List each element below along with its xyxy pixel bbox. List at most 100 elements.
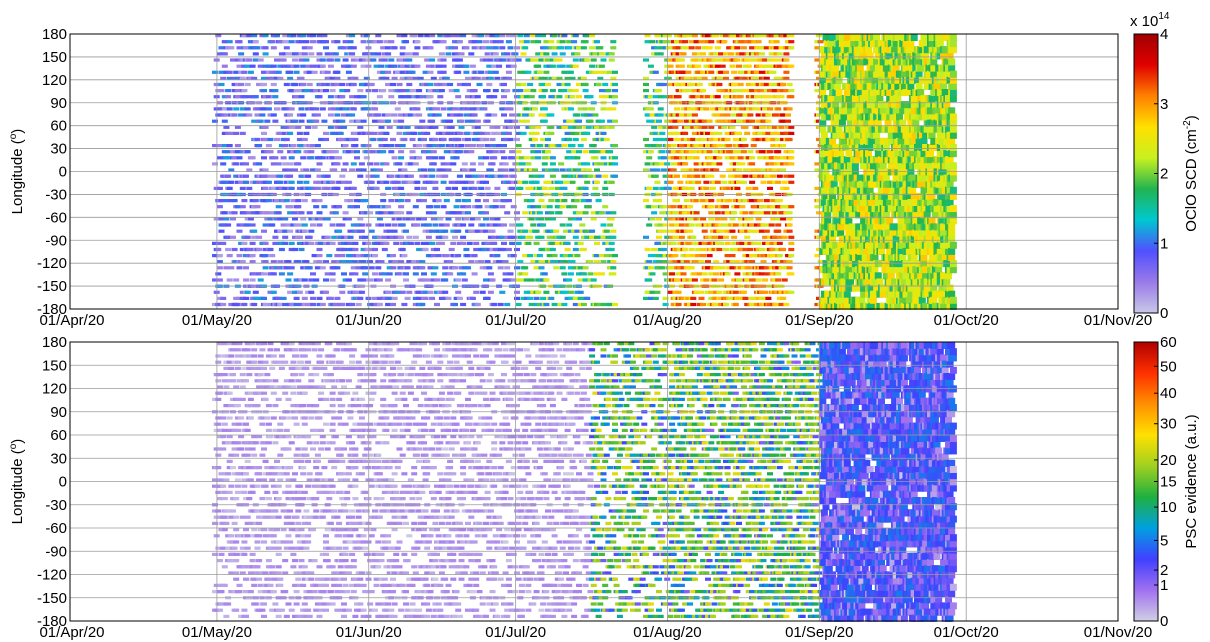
top-heatmap-cell bbox=[554, 186, 561, 190]
top-heatmap-cell bbox=[327, 296, 334, 300]
top-heatmap-cell bbox=[277, 217, 284, 221]
top-heatmap-cell bbox=[669, 119, 676, 123]
top-heatmap-cell bbox=[716, 89, 723, 93]
top-heatmap-cell bbox=[301, 296, 308, 300]
top-heatmap-cell bbox=[234, 180, 241, 184]
top-heatmap-cell bbox=[758, 296, 765, 300]
top-heatmap-cell bbox=[734, 46, 741, 50]
top-heatmap-cell bbox=[543, 64, 550, 68]
top-heatmap-cell bbox=[370, 58, 377, 62]
top-heatmap-cell bbox=[326, 82, 333, 87]
top-heatmap-cell bbox=[220, 76, 227, 80]
top-heatmap-cell bbox=[430, 150, 437, 154]
top-heatmap-cell bbox=[705, 34, 711, 38]
top-heatmap-cell bbox=[713, 156, 720, 160]
top-heatmap-cell bbox=[740, 180, 747, 184]
top-heatmap-cell bbox=[269, 89, 276, 93]
top-heatmap-cell bbox=[528, 168, 535, 172]
top-heatmap-cell bbox=[528, 95, 535, 99]
top-heatmap-cell bbox=[341, 260, 347, 264]
top-heatmap-cell bbox=[745, 156, 752, 160]
top-heatmap-cell bbox=[667, 211, 674, 215]
top-heatmap-cell bbox=[386, 272, 393, 276]
top-heatmap-cell bbox=[357, 296, 364, 300]
top-heatmap-cell bbox=[778, 46, 785, 50]
top-heatmap-cell bbox=[262, 223, 269, 227]
top-heatmap-cell bbox=[760, 180, 767, 184]
top-heatmap-cell bbox=[221, 180, 228, 184]
top-heatmap-cell bbox=[678, 40, 685, 44]
top-heatmap-cell bbox=[329, 211, 336, 215]
top-heatmap-cell bbox=[695, 254, 702, 258]
top-heatmap-cell bbox=[610, 76, 617, 80]
top-heatmap-cell bbox=[429, 241, 436, 245]
top-heatmap-cell bbox=[582, 266, 589, 270]
top-heatmap-cell bbox=[223, 70, 230, 74]
top-heatmap-cell bbox=[566, 150, 573, 154]
top-heatmap-cell bbox=[669, 260, 676, 264]
top-heatmap-cell bbox=[501, 247, 507, 252]
top-heatmap-cell bbox=[383, 40, 390, 44]
top-heatmap-cell bbox=[491, 113, 498, 117]
top-heatmap-cell bbox=[440, 168, 447, 172]
top-heatmap-cell bbox=[559, 52, 566, 56]
top-heatmap-cell bbox=[770, 70, 777, 74]
top-heatmap-cell bbox=[411, 107, 418, 111]
top-heatmap-cell bbox=[421, 241, 427, 245]
top-heatmap-cell bbox=[540, 46, 547, 50]
top-heatmap-cell bbox=[471, 254, 478, 258]
top-heatmap-cell bbox=[355, 58, 362, 62]
top-heatmap-cell bbox=[541, 205, 548, 209]
top-heatmap-cell bbox=[230, 235, 236, 239]
top-heatmap-cell bbox=[278, 247, 285, 252]
top-heatmap-cell bbox=[280, 58, 287, 62]
top-heatmap-cell bbox=[501, 144, 507, 148]
top-heatmap-cell bbox=[752, 241, 759, 245]
top-heatmap-cell bbox=[592, 70, 599, 74]
top-heatmap-cell bbox=[370, 137, 377, 142]
top-heatmap-cell bbox=[354, 229, 360, 233]
top-heatmap-cell bbox=[819, 119, 827, 127]
top-heatmap-cell bbox=[607, 119, 614, 123]
top-heatmap-cell bbox=[651, 125, 658, 129]
top-heatmap-cell bbox=[688, 46, 695, 50]
top-heatmap-cell bbox=[515, 82, 522, 87]
top-heatmap-cell bbox=[528, 113, 535, 117]
top-heatmap-cell bbox=[737, 113, 744, 117]
top-heatmap-cell bbox=[414, 64, 421, 68]
top-heatmap-cell bbox=[514, 168, 520, 172]
top-heatmap-cell bbox=[582, 186, 589, 190]
top-heatmap-cell bbox=[438, 144, 445, 148]
top-heatmap-cell bbox=[768, 223, 775, 227]
top-heatmap-cell bbox=[701, 76, 708, 80]
top-heatmap-cell bbox=[404, 241, 411, 245]
top-heatmap-cell bbox=[372, 89, 378, 93]
top-heatmap-cell bbox=[252, 199, 259, 203]
top-heatmap-cell bbox=[814, 229, 821, 233]
top-heatmap-cell bbox=[721, 211, 728, 215]
top-heatmap-cell bbox=[347, 260, 354, 264]
top-heatmap-cell bbox=[685, 254, 692, 258]
top-heatmap-cell bbox=[734, 260, 741, 264]
top-heatmap-cell bbox=[507, 125, 514, 129]
top-heatmap-cell bbox=[362, 272, 369, 276]
top-heatmap-cell bbox=[288, 40, 295, 44]
top-heatmap-cell bbox=[412, 89, 419, 93]
top-heatmap-cell bbox=[750, 95, 757, 99]
top-heatmap-cell bbox=[643, 235, 649, 239]
top-heatmap-cell bbox=[332, 211, 339, 215]
top-heatmap-cell bbox=[254, 113, 261, 117]
top-heatmap-cell bbox=[705, 235, 711, 239]
top-heatmap-cell bbox=[540, 52, 547, 56]
top-heatmap-cell bbox=[780, 82, 787, 87]
top-heatmap-cell bbox=[357, 278, 364, 282]
top-heatmap-cell bbox=[507, 107, 514, 111]
top-heatmap-cell bbox=[216, 302, 223, 307]
top-heatmap-cell bbox=[251, 34, 258, 38]
top-heatmap-cell bbox=[680, 266, 687, 270]
top-heatmap-cell bbox=[680, 70, 687, 74]
top-heatmap-cell bbox=[264, 150, 271, 154]
top-heatmap-cell bbox=[592, 52, 599, 56]
top-heatmap-cell bbox=[783, 58, 790, 62]
top-heatmap-cell bbox=[525, 186, 532, 190]
